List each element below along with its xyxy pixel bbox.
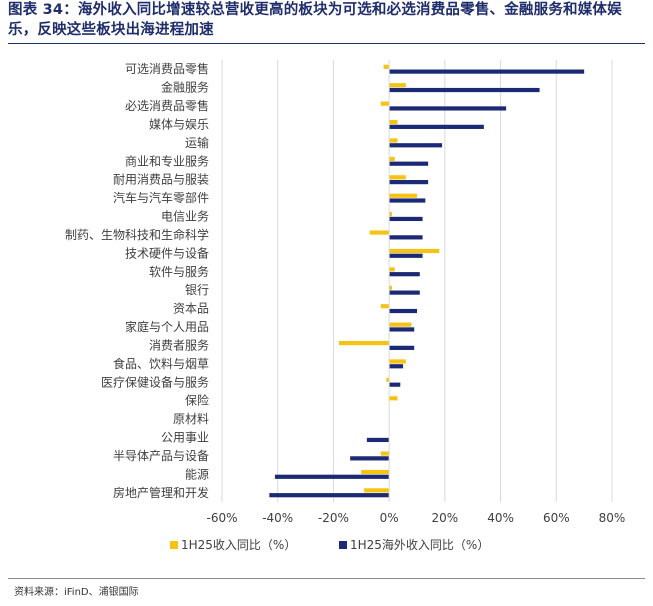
bar-overseas-revenue-yoy xyxy=(389,345,415,350)
bar-overseas-revenue-yoy xyxy=(389,327,415,332)
bar-revenue-yoy xyxy=(389,248,440,254)
bar-revenue-yoy xyxy=(389,322,412,327)
bar-overseas-revenue-yoy xyxy=(389,124,484,129)
bar-revenue-yoy xyxy=(339,340,390,346)
category-label: 金融服务 xyxy=(161,80,209,95)
category-label: 必选消费品零售 xyxy=(125,98,209,113)
category-label: 食品、饮料与烟草 xyxy=(113,356,209,371)
category-label: 公用事业 xyxy=(161,431,209,445)
figure-title: 图表 34：海外收入同比增速较总营收更高的板块为可选和必选消费品零售、金融服务和… xyxy=(8,2,622,38)
x-tick-label: 40% xyxy=(487,511,514,525)
category-label: 软件与服务 xyxy=(149,264,209,279)
category-label: 银行 xyxy=(185,283,209,297)
bar-revenue-yoy xyxy=(364,488,390,493)
category-label: 资本品 xyxy=(173,302,209,316)
bar-overseas-revenue-yoy xyxy=(350,456,390,461)
bar-overseas-revenue-yoy xyxy=(389,382,401,387)
x-tick-label: -60% xyxy=(206,511,237,525)
category-label: 商业和专业服务 xyxy=(125,153,209,168)
bar-revenue-yoy xyxy=(389,396,398,401)
bar-revenue-yoy xyxy=(389,138,398,143)
category-label: 保险 xyxy=(185,393,209,408)
bar-revenue-yoy xyxy=(369,230,390,235)
bar-revenue-yoy xyxy=(380,451,390,456)
x-tick-label: -40% xyxy=(262,511,293,525)
category-label: 耐用消费品与服装 xyxy=(113,173,209,187)
x-tick-label: 60% xyxy=(543,511,570,525)
source-divider xyxy=(8,578,645,579)
bar-overseas-revenue-yoy xyxy=(389,161,429,166)
bar-chart: 可选消费品零售金融服务必选消费品零售媒体与娱乐运输商业和专业服务耐用消费品与服装… xyxy=(65,60,625,552)
title-divider xyxy=(8,43,645,44)
bar-overseas-revenue-yoy xyxy=(389,69,585,74)
category-label: 医疗保健设备与服务 xyxy=(101,374,209,389)
bar-overseas-revenue-yoy xyxy=(274,474,390,479)
category-label: 消费者服务 xyxy=(149,337,209,352)
category-labels: 可选消费品零售金融服务必选消费品零售媒体与娱乐运输商业和专业服务耐用消费品与服装… xyxy=(65,61,209,500)
x-tick-label: -20% xyxy=(318,511,349,525)
category-label: 半导体产品与设备 xyxy=(113,449,209,463)
bar-revenue-yoy xyxy=(389,119,398,125)
source-note: 资料来源：iFinD、浦银国际 xyxy=(14,587,139,598)
x-tick-label: 20% xyxy=(432,511,459,525)
x-tick-label: 0% xyxy=(380,511,399,525)
bar-revenue-yoy xyxy=(389,156,395,161)
legend: 1H25收入同比（%） 1H25海外收入同比（%） xyxy=(170,537,489,552)
x-tick-label: 80% xyxy=(599,511,626,525)
category-label: 汽车与汽车零部件 xyxy=(113,190,209,205)
bar-overseas-revenue-yoy xyxy=(269,493,390,498)
bars xyxy=(269,64,585,498)
category-label: 家庭与个人用品 xyxy=(125,319,209,334)
bar-overseas-revenue-yoy xyxy=(389,87,540,93)
bar-revenue-yoy xyxy=(383,64,390,69)
grid-lines xyxy=(221,60,613,502)
bar-overseas-revenue-yoy xyxy=(389,272,420,277)
bar-revenue-yoy xyxy=(389,83,406,88)
legend-label: 1H25收入同比（%） xyxy=(181,538,296,552)
bar-overseas-revenue-yoy xyxy=(389,106,507,111)
bar-overseas-revenue-yoy xyxy=(366,437,390,443)
category-label: 房地产管理和开发 xyxy=(113,485,209,500)
legend-label: 1H25海外收入同比（%） xyxy=(350,537,489,552)
category-label: 原材料 xyxy=(173,412,209,426)
category-label: 电信业务 xyxy=(161,209,209,224)
bar-revenue-yoy xyxy=(389,267,395,272)
category-label: 能源 xyxy=(185,467,209,481)
bar-revenue-yoy xyxy=(380,101,390,106)
bar-overseas-revenue-yoy xyxy=(389,290,420,295)
bar-overseas-revenue-yoy xyxy=(389,364,404,369)
bar-overseas-revenue-yoy xyxy=(389,235,423,240)
bar-revenue-yoy xyxy=(389,175,406,180)
category-label: 可选消费品零售 xyxy=(125,61,209,76)
bar-overseas-revenue-yoy xyxy=(389,308,417,314)
category-label: 媒体与娱乐 xyxy=(149,117,209,131)
bar-revenue-yoy xyxy=(389,359,406,364)
bar-overseas-revenue-yoy xyxy=(389,143,443,148)
category-label: 运输 xyxy=(185,135,209,150)
x-tick-labels: -60% -40% -20% 0% 20% 40% 60% 80% xyxy=(206,511,625,525)
bar-revenue-yoy xyxy=(389,212,392,217)
category-label: 技术硬件与设备 xyxy=(125,246,209,260)
bar-revenue-yoy xyxy=(389,285,392,290)
bar-overseas-revenue-yoy xyxy=(389,253,423,258)
bar-revenue-yoy xyxy=(361,469,390,475)
bar-revenue-yoy xyxy=(386,377,390,382)
bar-revenue-yoy xyxy=(389,193,417,198)
legend-swatch-overseas xyxy=(339,541,347,549)
category-label: 制药、生物科技和生命科学 xyxy=(65,227,209,242)
bar-revenue-yoy xyxy=(380,304,390,309)
bar-overseas-revenue-yoy xyxy=(389,180,429,185)
legend-swatch-revenue xyxy=(170,541,178,549)
bar-overseas-revenue-yoy xyxy=(389,198,426,203)
bar-overseas-revenue-yoy xyxy=(389,216,423,222)
